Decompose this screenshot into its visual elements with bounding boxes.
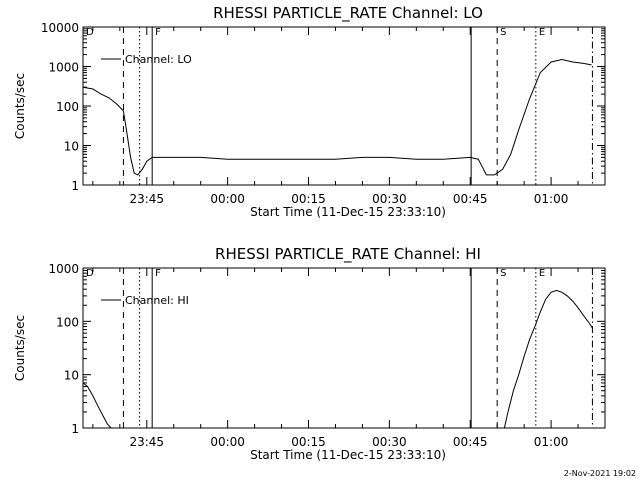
event-marker-label: E <box>539 268 545 279</box>
x-tick-label: 23:45 <box>129 435 164 449</box>
event-marker-label: S <box>500 27 506 38</box>
chart-title: RHESSI PARTICLE_RATE Channel: LO <box>213 4 483 23</box>
y-tick-label: 10 <box>64 369 79 383</box>
y-tick-label: 100 <box>56 100 79 114</box>
y-tick-label: 10 <box>64 140 79 154</box>
series-line <box>82 382 112 429</box>
x-tick-label: 00:00 <box>210 192 245 206</box>
y-tick-label: 1000 <box>48 61 79 75</box>
x-tick-label: 01:00 <box>534 435 569 449</box>
x-tick-label: 01:00 <box>534 192 569 206</box>
y-tick-label: 1 <box>71 422 79 436</box>
chart-1: RHESSI PARTICLE_RATE Channel: LO 1 10 100 10… <box>13 4 606 219</box>
x-tick-label: 00:15 <box>291 192 326 206</box>
y-tick-label: 10000 <box>41 21 79 35</box>
event-marker-label: D <box>86 268 94 279</box>
x-tick-label: 00:30 <box>372 435 407 449</box>
x-axis-label: Start Time (11-Dec-15 23:33:10) <box>250 205 446 219</box>
x-tick-label: 00:15 <box>291 435 326 449</box>
series-line <box>503 289 593 429</box>
y-tick-label: 1 <box>71 179 79 193</box>
y-tick-label: 1000 <box>48 262 79 276</box>
legend-label: Channel: LO <box>125 53 192 66</box>
legend-label: Channel: HI <box>125 294 189 307</box>
event-marker-label: E <box>539 27 545 38</box>
y-axis-label: Counts/sec <box>13 73 27 139</box>
x-axis-label: Start Time (11-Dec-15 23:33:10) <box>250 448 446 462</box>
chart-2: RHESSI PARTICLE_RATE Channel: HI 1 10 100 10… <box>13 245 606 462</box>
event-marker-label: F <box>155 27 161 38</box>
x-tick-label: 00:00 <box>210 435 245 449</box>
chart-title: RHESSI PARTICLE_RATE Channel: HI <box>215 245 481 264</box>
x-tick-label: 00:45 <box>453 435 488 449</box>
x-tick-label: 00:45 <box>453 192 488 206</box>
event-marker-label: D <box>86 27 94 38</box>
series-line <box>82 58 592 176</box>
y-tick-label: 100 <box>56 315 79 329</box>
x-tick-label: 23:45 <box>129 192 164 206</box>
event-marker-label: S <box>500 268 506 279</box>
event-marker-label: F <box>155 268 161 279</box>
y-axis-label: Counts/sec <box>13 315 27 381</box>
x-tick-label: 00:30 <box>372 192 407 206</box>
generated-timestamp: 2-Nov-2021 19:02 <box>564 469 636 478</box>
